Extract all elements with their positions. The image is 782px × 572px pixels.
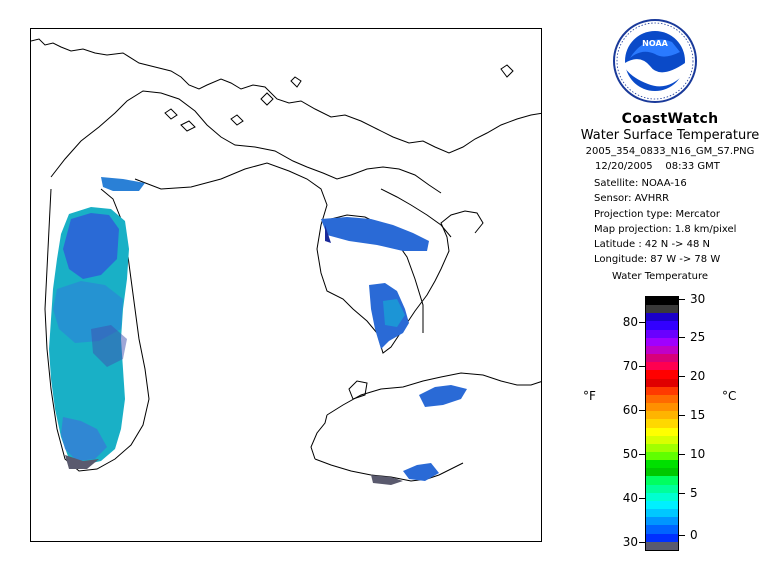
- tick-f-40: 40: [622, 491, 638, 505]
- satellite-info: Satellite: NOAA-16: [594, 178, 687, 189]
- color-scale-swatch: [646, 378, 678, 387]
- color-scale-swatch: [646, 370, 678, 379]
- color-scale-swatch: [646, 468, 678, 477]
- noaa-logo-text: NOAA: [642, 39, 668, 48]
- tick-f-80: 80: [622, 315, 638, 329]
- map-projection-info: Map projection: 1.8 km/pixel: [594, 223, 737, 235]
- tick-mark-c: [679, 535, 685, 536]
- color-scale-swatch: [646, 345, 678, 355]
- color-scale-swatch: [646, 517, 678, 526]
- unit-celsius: °C: [722, 389, 737, 403]
- color-scale-swatch: [646, 419, 678, 428]
- tick-c-15: 15: [690, 408, 706, 422]
- color-scale-swatch: [646, 533, 678, 542]
- color-scale-swatch: [646, 305, 678, 314]
- file-name: 2005_354_0833_N16_GM_S7.PNG: [585, 146, 755, 157]
- color-scale-swatch: [646, 313, 678, 322]
- app-title: CoastWatch: [621, 111, 719, 127]
- tick-c-20: 20: [690, 369, 706, 383]
- unit-fahrenheit: °F: [583, 389, 596, 403]
- tick-mark-f: [639, 410, 645, 411]
- color-scale-swatch: [646, 541, 678, 550]
- tick-mark-f: [639, 322, 645, 323]
- tick-mark-f: [639, 454, 645, 455]
- color-scale-swatch: [646, 451, 678, 461]
- color-scale-swatch: [646, 476, 678, 485]
- color-scale-bar: [645, 296, 679, 551]
- color-scale-swatch: [646, 386, 678, 395]
- tick-c-10: 10: [690, 447, 706, 461]
- tick-f-30: 30: [622, 535, 638, 549]
- tick-mark-f: [639, 498, 645, 499]
- tick-c-5: 5: [690, 486, 698, 500]
- tick-c-0: 0: [690, 528, 698, 542]
- tick-mark-c: [679, 454, 685, 455]
- tick-c-30: 30: [690, 292, 706, 306]
- noaa-logo-icon: NOAA: [612, 18, 698, 104]
- color-scale-swatch: [646, 525, 678, 534]
- sensor-info: Sensor: AVHRR: [594, 193, 670, 205]
- tick-f-60: 60: [622, 403, 638, 417]
- acquisition-datetime: 12/20/2005 08:33 GMT: [595, 161, 720, 172]
- tick-f-70: 70: [622, 359, 638, 373]
- color-scale-swatch: [646, 427, 678, 436]
- color-scale-swatch: [646, 337, 678, 346]
- tick-mark-c: [679, 493, 685, 494]
- color-scale-swatch: [646, 492, 678, 501]
- color-scale-swatch: [646, 329, 678, 338]
- tick-mark-c: [679, 376, 685, 377]
- color-scale-swatch: [646, 435, 678, 444]
- color-scale-swatch: [646, 500, 678, 510]
- color-scale-swatch: [646, 403, 678, 412]
- great-lakes-map: [31, 38, 541, 485]
- tick-mark-c: [679, 337, 685, 338]
- tick-mark-c: [679, 415, 685, 416]
- color-scale-swatch: [646, 297, 678, 306]
- tick-mark-f: [639, 366, 645, 367]
- color-scale-swatch: [646, 484, 678, 493]
- tick-mark-f: [639, 542, 645, 543]
- longitude-info: Longitude: 87 W -> 78 W: [594, 254, 721, 266]
- color-scale-swatch: [646, 460, 678, 469]
- tick-f-50: 50: [622, 447, 638, 461]
- color-scale-swatch: [646, 354, 678, 363]
- color-scale-swatch: [646, 362, 678, 371]
- color-scale-swatch: [646, 394, 678, 404]
- color-scale-swatch: [646, 509, 678, 518]
- map-panel: [30, 28, 542, 542]
- legend-title: Water Temperature: [611, 271, 709, 282]
- color-scale-swatch: [646, 321, 678, 330]
- projection-type-info: Projection type: Mercator: [594, 208, 720, 220]
- acquisition-date: 12/20/2005: [595, 161, 653, 172]
- product-subtitle: Water Surface Temperature: [580, 128, 760, 143]
- tick-c-25: 25: [690, 330, 706, 344]
- tick-mark-c: [679, 299, 685, 300]
- metadata-block: Satellite: NOAA-16 Sensor: AVHRR Project…: [594, 176, 736, 268]
- acquisition-time: 08:33 GMT: [665, 161, 720, 172]
- color-scale-swatch: [646, 411, 678, 420]
- color-scale-swatch: [646, 443, 678, 452]
- latitude-info: Latitude : 42 N -> 48 N: [594, 239, 710, 251]
